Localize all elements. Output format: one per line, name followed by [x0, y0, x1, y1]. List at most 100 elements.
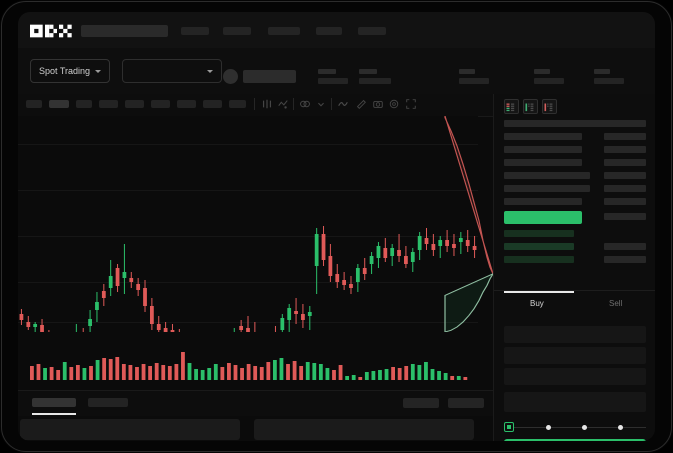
candle-series — [19, 226, 477, 332]
tab-buy[interactable]: Buy — [530, 299, 544, 308]
orderbook-ask-row[interactable] — [504, 133, 582, 140]
nav-item-derivatives[interactable] — [268, 27, 300, 35]
bottom-card-left[interactable] — [20, 419, 240, 440]
line-chart-icon[interactable] — [337, 98, 349, 110]
ruler-icon[interactable] — [355, 98, 367, 110]
orderbook-ask-row[interactable] — [504, 185, 590, 192]
orderbook-spread-amount — [604, 213, 646, 220]
volume-series — [30, 352, 468, 380]
candlestick-chart[interactable] — [18, 116, 478, 332]
orderbook-mode-sell[interactable] — [542, 99, 557, 114]
timeframe-1d[interactable] — [177, 100, 196, 108]
depth-chart-svg — [444, 116, 493, 332]
active-trade-tab-indicator — [504, 291, 574, 293]
timeframe-4h[interactable] — [151, 100, 170, 108]
bottom-tab-bar — [18, 390, 493, 417]
okx-logo-k-glyph — [44, 24, 58, 38]
slider-stop-50[interactable] — [582, 424, 587, 430]
orderbook-bid-amount — [604, 243, 646, 250]
compare-icon[interactable] — [299, 98, 311, 110]
timeframe-30m[interactable] — [99, 100, 118, 108]
timeframe-1h[interactable] — [125, 100, 144, 108]
toolbar-divider — [293, 98, 294, 110]
tab-open-orders[interactable] — [32, 398, 76, 407]
stat-24h-change-value — [359, 78, 391, 84]
app-screen: Spot Trading — [18, 12, 655, 441]
stat-24h-high — [459, 69, 489, 84]
nav-item-more[interactable] — [358, 27, 386, 35]
orderbook-ask-row[interactable] — [504, 172, 590, 179]
slider-handle[interactable] — [504, 422, 514, 432]
settings-icon[interactable] — [388, 98, 400, 110]
amount-percentage-slider[interactable] — [504, 421, 646, 433]
market-mode-selector[interactable]: Spot Trading — [30, 59, 111, 83]
pair-name-label — [243, 70, 296, 83]
orderbook-bid-row[interactable] — [504, 256, 574, 263]
stat-last-price — [318, 69, 348, 84]
orderbook-ask-amount — [604, 198, 646, 205]
stat-24h-volume — [594, 69, 624, 84]
timeframe-5m[interactable] — [49, 100, 69, 108]
order-amount-field[interactable] — [504, 347, 646, 364]
trading-pair-selector[interactable] — [122, 59, 222, 83]
orderbook-ask-row[interactable] — [504, 146, 582, 153]
stat-24h-low-label — [534, 69, 550, 74]
nav-item-markets[interactable] — [181, 27, 209, 35]
okx-logo-o-glyph — [30, 24, 43, 38]
bottom-action-1[interactable] — [403, 398, 439, 408]
stat-last-price-value — [318, 78, 348, 84]
orderbook-bid-row[interactable] — [504, 243, 574, 250]
fullscreen-icon[interactable] — [405, 98, 417, 110]
chevron-down-icon[interactable] — [315, 98, 327, 110]
stat-24h-high-value — [459, 78, 489, 84]
chevron-down-icon — [207, 69, 213, 73]
camera-icon[interactable] — [372, 98, 384, 110]
orderbook-bid-row[interactable] — [504, 230, 574, 237]
timeframe-1m[interactable] — [26, 100, 42, 108]
orderbook-bid-amount — [604, 256, 646, 263]
market-mode-label: Spot Trading — [39, 66, 91, 76]
toolbar-divider — [331, 98, 332, 110]
okx-logo[interactable] — [30, 24, 73, 38]
orderbook-mode-buy[interactable] — [523, 99, 538, 114]
orderbook-buy-icon — [525, 103, 534, 112]
bottom-panel — [18, 416, 493, 441]
active-tab-indicator — [32, 413, 76, 415]
coin-avatar — [223, 69, 238, 84]
orderbook-ask-row[interactable] — [504, 198, 582, 205]
slider-stop-25[interactable] — [546, 424, 551, 430]
timeframe-1mo[interactable] — [229, 100, 246, 108]
volume-chart — [18, 334, 478, 390]
submit-buy-button[interactable] — [504, 439, 646, 441]
order-total-field[interactable] — [504, 368, 646, 385]
bottom-card-right[interactable] — [254, 419, 474, 440]
slider-stop-75[interactable] — [618, 424, 623, 430]
bottom-action-2[interactable] — [448, 398, 484, 408]
order-price-field[interactable] — [504, 326, 646, 343]
orderbook-header-right — [594, 120, 646, 127]
orderbook-ask-row[interactable] — [504, 159, 582, 166]
orderbook-mode-both[interactable] — [504, 99, 519, 114]
orderbook-ask-amount — [604, 172, 646, 179]
orderbook-spread-row[interactable] — [504, 211, 582, 224]
candlestick-icon[interactable] — [261, 98, 273, 110]
stat-24h-change-label — [359, 69, 377, 74]
orderbook-ask-amount — [604, 185, 646, 192]
timeframe-15m[interactable] — [76, 100, 92, 108]
okx-logo-x-glyph — [59, 24, 73, 38]
stat-24h-volume-label — [594, 69, 610, 74]
depth-buy-area — [444, 273, 493, 332]
timeframe-1w[interactable] — [203, 100, 222, 108]
tab-sell[interactable]: Sell — [609, 299, 623, 308]
order-summary-field — [504, 392, 646, 412]
search-input[interactable] — [81, 25, 168, 37]
stat-last-price-label — [318, 69, 336, 74]
chart-gridline — [18, 144, 478, 145]
nav-item-trade[interactable] — [223, 27, 251, 35]
indicator-icon[interactable] — [277, 98, 289, 110]
nav-item-earn[interactable] — [316, 27, 342, 35]
stat-24h-high-label — [459, 69, 475, 74]
orderbook-ask-amount — [604, 159, 646, 166]
tab-order-history[interactable] — [88, 398, 128, 407]
top-header — [18, 12, 655, 48]
